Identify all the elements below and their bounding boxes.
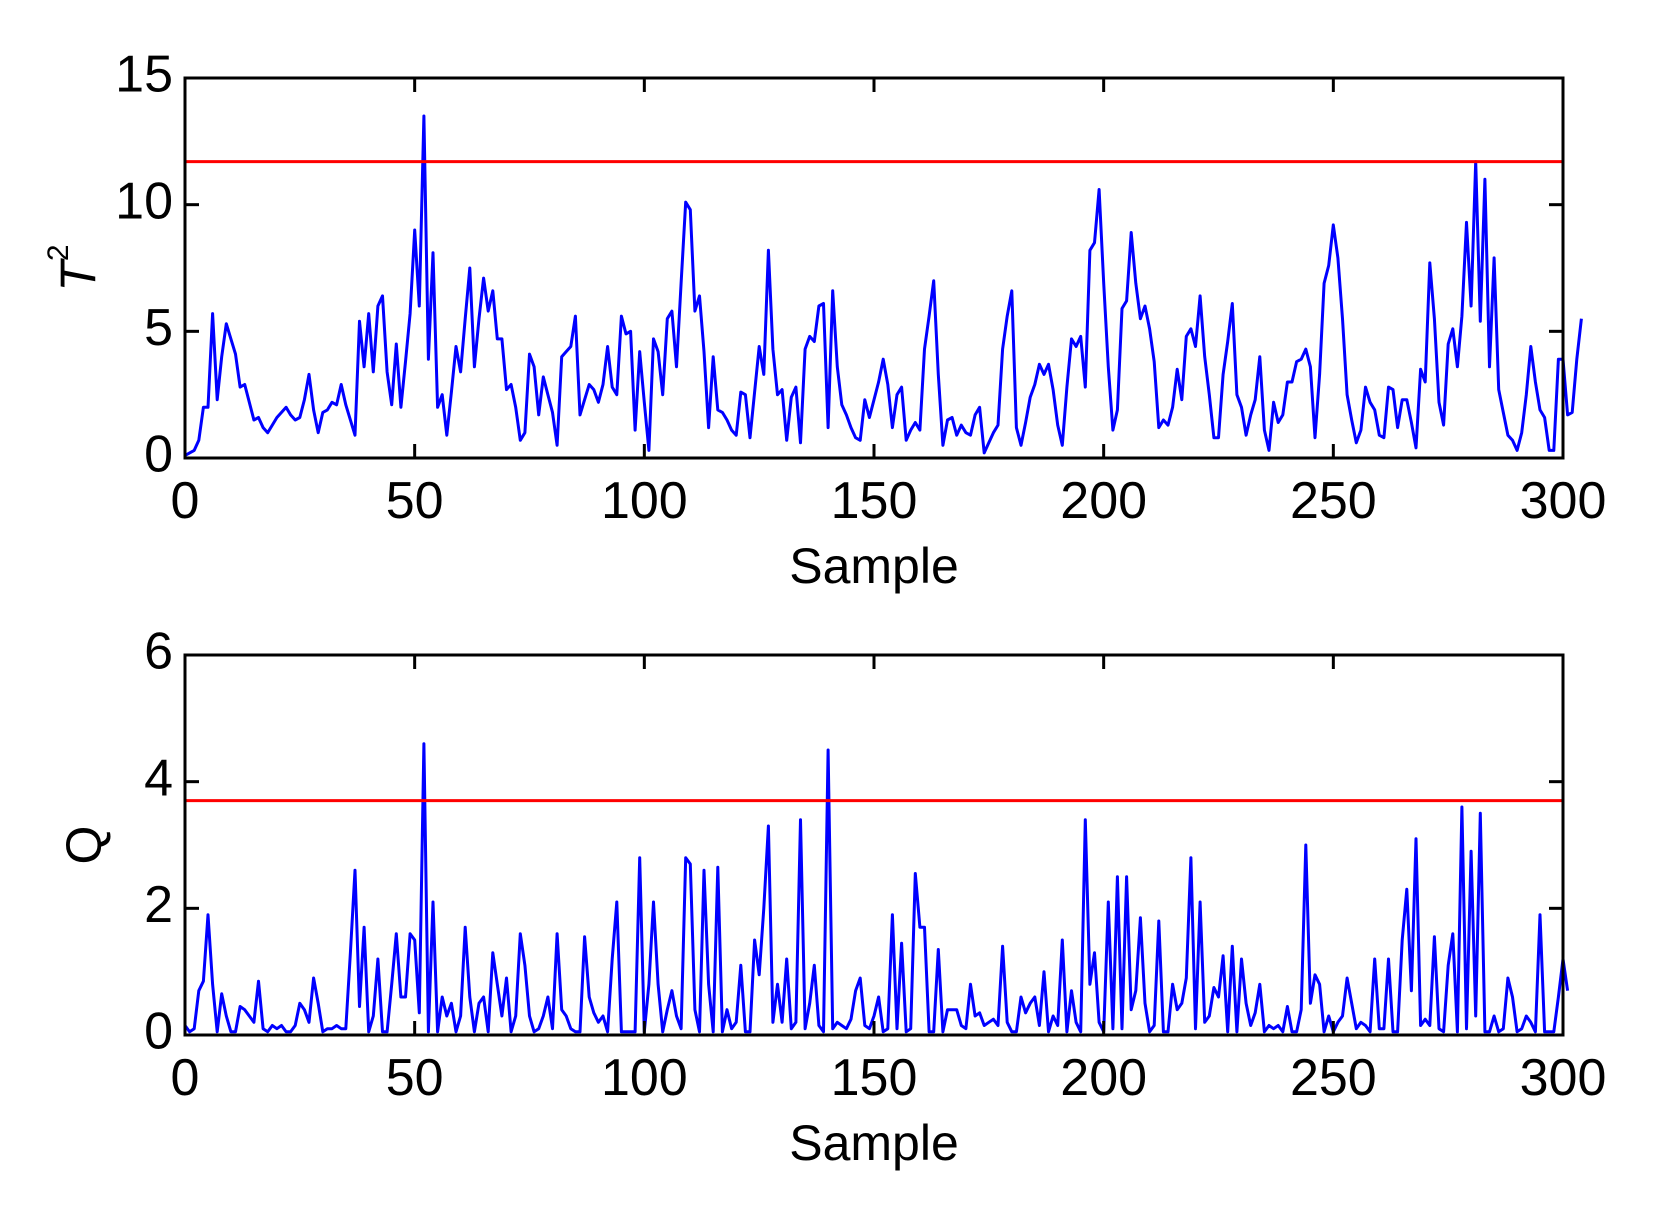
t2-plot-area [184, 114, 1583, 457]
t2-chart-panel: 0 50 100 150 200 250 300 0 5 10 15 T2 Sample [42, 46, 1606, 594]
q-x-tick-label: 250 [1290, 1049, 1377, 1107]
t2-x-tick-label: 250 [1290, 472, 1377, 530]
q-ticks: 0 50 100 150 200 250 300 0 2 4 6 [144, 623, 1606, 1107]
q-x-tick-label: 200 [1060, 1049, 1147, 1107]
q-chart-panel: 0 50 100 150 200 250 300 0 2 4 6 Q Sample [56, 623, 1606, 1171]
q-x-tick-label: 300 [1520, 1049, 1607, 1107]
q-y-tick-label: 0 [144, 1003, 173, 1061]
t2-ticks: 0 50 100 150 200 250 300 0 5 10 15 [115, 46, 1606, 530]
t2-y-tick-label: 15 [115, 46, 173, 104]
q-x-tick-label: 0 [171, 1049, 200, 1107]
q-plot-area [183, 742, 1570, 1034]
t2-y-tick-label: 5 [144, 299, 173, 357]
q-y-tick-label: 2 [144, 876, 173, 934]
t2-x-tick-label: 0 [171, 472, 200, 530]
t2-x-tick-label: 50 [386, 472, 444, 530]
q-x-tick-label: 100 [601, 1049, 688, 1107]
q-x-tick-label: 150 [831, 1049, 918, 1107]
t2-y-axis-label: T2 [42, 244, 106, 291]
t2-x-tick-label: 100 [601, 472, 688, 530]
t2-x-tick-label: 150 [831, 472, 918, 530]
t2-x-tick-label: 200 [1060, 472, 1147, 530]
q-series-line [183, 742, 1570, 1034]
t2-y-tick-label: 10 [115, 172, 173, 230]
q-y-tick-label: 4 [144, 749, 173, 807]
t2-series-line [184, 114, 1583, 457]
q-y-tick-label: 6 [144, 623, 173, 681]
q-x-tick-label: 50 [386, 1049, 444, 1107]
q-y-axis-label: Q [56, 826, 112, 865]
t2-x-axis-label: Sample [789, 538, 959, 594]
t2-y-tick-label: 0 [144, 426, 173, 484]
q-x-axis-label: Sample [789, 1115, 959, 1171]
t2-x-tick-label: 300 [1520, 472, 1607, 530]
